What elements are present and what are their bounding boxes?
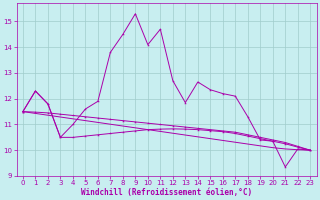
X-axis label: Windchill (Refroidissement éolien,°C): Windchill (Refroidissement éolien,°C): [81, 188, 252, 197]
